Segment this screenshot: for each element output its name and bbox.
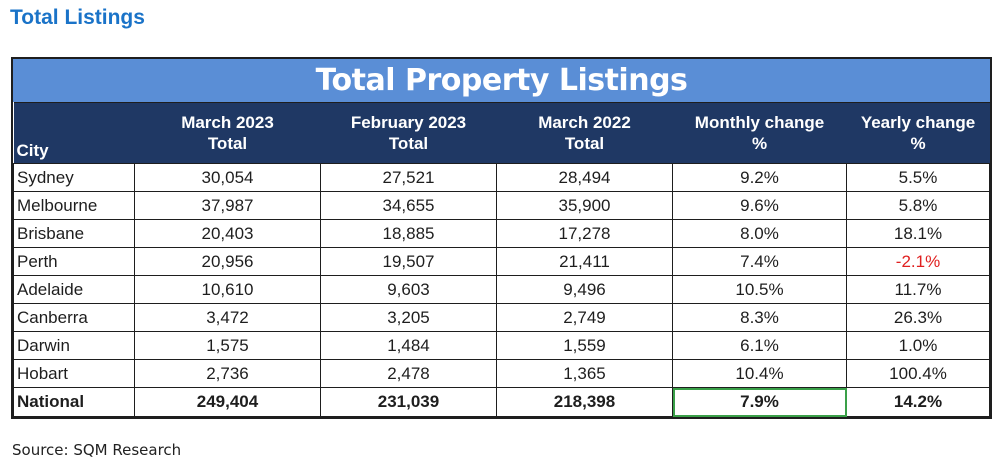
march-2022-cell: 21,411 — [496, 247, 673, 276]
table-row: Hobart 2,736 2,478 1,365 10.4% 100.4% — [13, 359, 990, 388]
monthly-change-cell: 7.4% — [672, 247, 847, 276]
march-2022-cell: 1,559 — [496, 331, 673, 360]
monthly-change-cell: 8.3% — [672, 303, 847, 332]
yearly-change-cell: 26.3% — [846, 303, 990, 332]
column-header-line2: Total — [564, 134, 605, 153]
march-2023-cell: 249,404 — [134, 387, 321, 417]
march-2022-cell: 28,494 — [496, 163, 673, 192]
column-header-february-2023: February 2023 Total — [320, 102, 497, 164]
february-2023-cell: 3,205 — [320, 303, 497, 332]
yearly-change-cell: 5.5% — [846, 163, 990, 192]
march-2023-cell: 3,472 — [134, 303, 321, 332]
column-header-line1: March 2023 — [181, 113, 274, 132]
column-header-line1: March 2022 — [538, 113, 631, 132]
march-2023-cell: 10,610 — [134, 275, 321, 304]
column-header-line2: Total — [388, 134, 429, 153]
table-row: Darwin 1,575 1,484 1,559 6.1% 1.0% — [13, 331, 990, 360]
monthly-change-cell: 10.5% — [672, 275, 847, 304]
table-row: Canberra 3,472 3,205 2,749 8.3% 26.3% — [13, 303, 990, 332]
column-header-line1: Yearly change — [860, 113, 976, 132]
monthly-change-cell: 9.6% — [672, 191, 847, 220]
yearly-change-cell: 11.7% — [846, 275, 990, 304]
march-2022-cell: 17,278 — [496, 219, 673, 248]
march-2023-cell: 20,403 — [134, 219, 321, 248]
national-row: National 249,404 231,039 218,398 7.9% 14… — [13, 387, 990, 417]
table-row: Perth 20,956 19,507 21,411 7.4% -2.1% — [13, 247, 990, 276]
march-2023-cell: 37,987 — [134, 191, 321, 220]
monthly-change-cell: 10.4% — [672, 359, 847, 388]
february-2023-cell: 2,478 — [320, 359, 497, 388]
yearly-change-cell: 100.4% — [846, 359, 990, 388]
column-header-line1: Monthly change — [694, 113, 825, 132]
february-2023-cell: 27,521 — [320, 163, 497, 192]
column-header-monthly-change: Monthly change % — [672, 102, 847, 164]
column-header-march-2023: March 2023 Total — [134, 102, 321, 164]
march-2023-cell: 30,054 — [134, 163, 321, 192]
yearly-change-cell-negative: -2.1% — [846, 247, 990, 276]
table-row: Adelaide 10,610 9,603 9,496 10.5% 11.7% — [13, 275, 990, 304]
city-cell: Canberra — [13, 303, 135, 332]
city-cell: Brisbane — [13, 219, 135, 248]
table-row: Sydney 30,054 27,521 28,494 9.2% 5.5% — [13, 163, 990, 192]
february-2023-cell: 19,507 — [320, 247, 497, 276]
march-2022-cell: 218,398 — [496, 387, 673, 417]
yearly-change-cell: 18.1% — [846, 219, 990, 248]
monthly-change-cell: 9.2% — [672, 163, 847, 192]
march-2022-cell: 2,749 — [496, 303, 673, 332]
february-2023-cell: 1,484 — [320, 331, 497, 360]
yearly-change-cell: 1.0% — [846, 331, 990, 360]
city-cell: Melbourne — [13, 191, 135, 220]
city-cell: National — [13, 387, 135, 417]
march-2022-cell: 35,900 — [496, 191, 673, 220]
february-2023-cell: 34,655 — [320, 191, 497, 220]
table-row: Brisbane 20,403 18,885 17,278 8.0% 18.1% — [13, 219, 990, 248]
source-note: Source: SQM Research — [12, 441, 182, 459]
yearly-change-cell: 14.2% — [846, 387, 990, 417]
yearly-change-cell: 5.8% — [846, 191, 990, 220]
table-title: Total Property Listings — [13, 59, 990, 102]
city-cell: Sydney — [13, 163, 135, 192]
monthly-change-cell-selected[interactable]: 7.9% — [672, 387, 847, 417]
header-row: City March 2023 Total February 2023 Tota… — [13, 102, 990, 164]
table-row: Melbourne 37,987 34,655 35,900 9.6% 5.8% — [13, 191, 990, 220]
column-header-line2: % — [910, 134, 926, 153]
city-cell: Adelaide — [13, 275, 135, 304]
march-2022-cell: 9,496 — [496, 275, 673, 304]
march-2023-cell: 20,956 — [134, 247, 321, 276]
march-2022-cell: 1,365 — [496, 359, 673, 388]
column-header-yearly-change: Yearly change % — [846, 102, 990, 164]
page-title: Total Listings — [10, 6, 145, 29]
february-2023-cell: 231,039 — [320, 387, 497, 417]
listings-table: Total Property Listings City March 2023 … — [11, 57, 992, 419]
february-2023-cell: 18,885 — [320, 219, 497, 248]
monthly-change-cell: 8.0% — [672, 219, 847, 248]
march-2023-cell: 2,736 — [134, 359, 321, 388]
column-header-city: City — [13, 102, 135, 164]
city-cell: Perth — [13, 247, 135, 276]
column-header-label: City — [16, 141, 49, 160]
column-header-line2: % — [751, 134, 768, 153]
column-header-march-2022: March 2022 Total — [496, 102, 673, 164]
city-cell: Darwin — [13, 331, 135, 360]
column-header-line1: February 2023 — [350, 113, 467, 132]
march-2023-cell: 1,575 — [134, 331, 321, 360]
city-cell: Hobart — [13, 359, 135, 388]
february-2023-cell: 9,603 — [320, 275, 497, 304]
data-table: City March 2023 Total February 2023 Tota… — [13, 102, 990, 417]
column-header-line2: Total — [207, 134, 248, 153]
monthly-change-cell: 6.1% — [672, 331, 847, 360]
